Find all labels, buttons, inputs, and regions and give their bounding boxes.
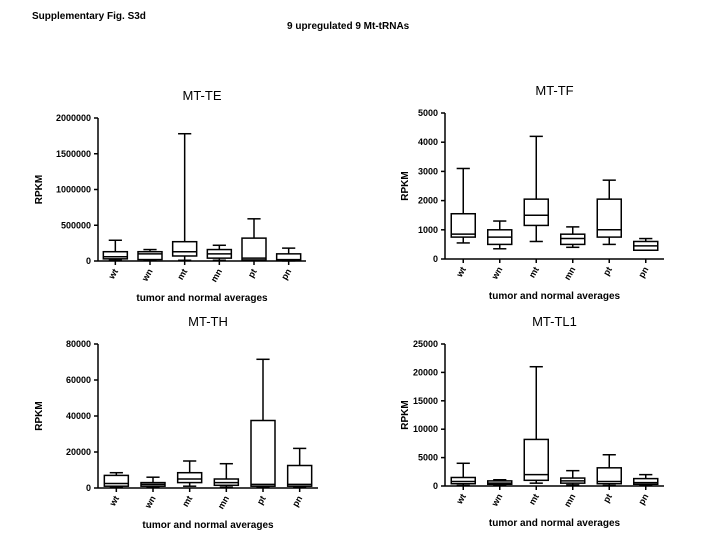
y-tick-label: 4000 [418,137,438,147]
figure-title: 9 upregulated 9 Mt-tRNAs [287,21,410,32]
y-tick-label: 2000000 [56,113,91,123]
y-tick-label: 80000 [66,339,91,349]
y-tick-label: 20000 [413,367,438,377]
x-tick-label: mt [180,494,194,509]
x-tick-label: wn [489,265,504,282]
x-axis-label: tumor and normal averages [136,293,268,304]
chart-title: MT-TL1 [532,314,577,329]
x-tick-label: mt [175,267,189,282]
box-iqr [450,212,476,238]
y-axis-label: RPKM [400,171,411,200]
x-axis-label: tumor and normal averages [489,291,621,302]
x-tick-label: pn [636,492,650,507]
box-iqr [633,477,659,486]
x-tick-label: wn [142,494,157,511]
box-iqr [275,253,302,262]
x-tick-label: pn [290,494,304,509]
x-tick-label: mn [216,494,231,511]
y-tick-label: 1000000 [56,185,91,195]
box-iqr [596,198,622,238]
chart-title: MT-TH [188,314,228,329]
box-iqr [241,237,267,261]
x-tick-label: wt [106,267,120,282]
x-tick-label: pn [279,267,293,282]
box-iqr [171,240,198,257]
y-tick-label: 25000 [413,339,438,349]
y-axis-label: RPKM [34,175,45,204]
chart-title: MT-TE [183,88,222,103]
box-plot-mt-tl1: 0 5000 10000 15000 20000 25000 wt wn mt mn pt pn MT-… [400,314,664,529]
box-iqr [450,476,476,485]
x-axis-label: tumor and normal averages [142,520,274,531]
x-tick-label: pt [601,265,614,277]
y-tick-label: 20000 [66,447,91,457]
box-iqr [596,467,622,485]
x-tick-label: mt [527,492,541,507]
box-plot-mt-te: 0 500000 1000000 1500000 2000000 wt wn mt mn pt pn… [34,88,306,304]
box-iqr [523,198,549,227]
box-iqr [250,419,276,487]
y-tick-label: 2000 [418,196,438,206]
y-tick-label: 10000 [413,424,438,434]
y-tick-label: 1000 [418,225,438,235]
x-tick-label: pt [255,494,268,506]
box-plot-mt-tf: 0 1000 2000 3000 4000 5000 wt wn mt mn pt pn MT-TF tu… [400,83,664,302]
y-tick-label: 0 [86,483,91,493]
box-plot-mt-th: 0 20000 40000 60000 80000 wt wn mt mn pt pn MT-TH tu… [34,314,318,531]
box-iqr [102,250,129,260]
x-tick-label: wt [454,265,468,280]
x-tick-label: mn [562,492,577,509]
x-tick-label: wn [139,267,154,284]
y-tick-label: 60000 [66,375,91,385]
x-tick-label: pt [601,492,614,504]
y-axis-label: RPKM [400,400,411,429]
x-tick-label: wt [107,494,121,509]
box-iqr [103,474,130,487]
y-tick-label: 0 [433,481,438,491]
y-tick-label: 1500000 [56,149,91,159]
x-tick-label: wn [489,492,504,509]
x-tick-label: pn [636,265,650,280]
y-tick-label: 3000 [418,166,438,176]
y-tick-label: 0 [433,254,438,264]
y-axis-label: RPKM [34,401,45,430]
box-iqr [286,464,313,487]
x-tick-label: wt [454,492,468,507]
chart-title: MT-TF [535,83,573,98]
box-iqr [176,471,203,484]
y-tick-label: 5000 [418,453,438,463]
box-iqr [137,250,163,261]
x-axis-label: tumor and normal averages [489,518,621,529]
x-tick-label: mt [527,265,541,280]
x-tick-label: mn [562,265,577,282]
box-iqr [523,438,549,482]
y-tick-label: 500000 [61,220,91,230]
y-tick-label: 5000 [418,108,438,118]
figure-label: Supplementary Fig. S3d [32,11,146,22]
y-tick-label: 40000 [66,411,91,421]
y-tick-label: 0 [86,256,91,266]
x-tick-label: mn [209,267,224,284]
x-tick-label: pt [246,267,259,279]
y-tick-label: 15000 [413,396,438,406]
